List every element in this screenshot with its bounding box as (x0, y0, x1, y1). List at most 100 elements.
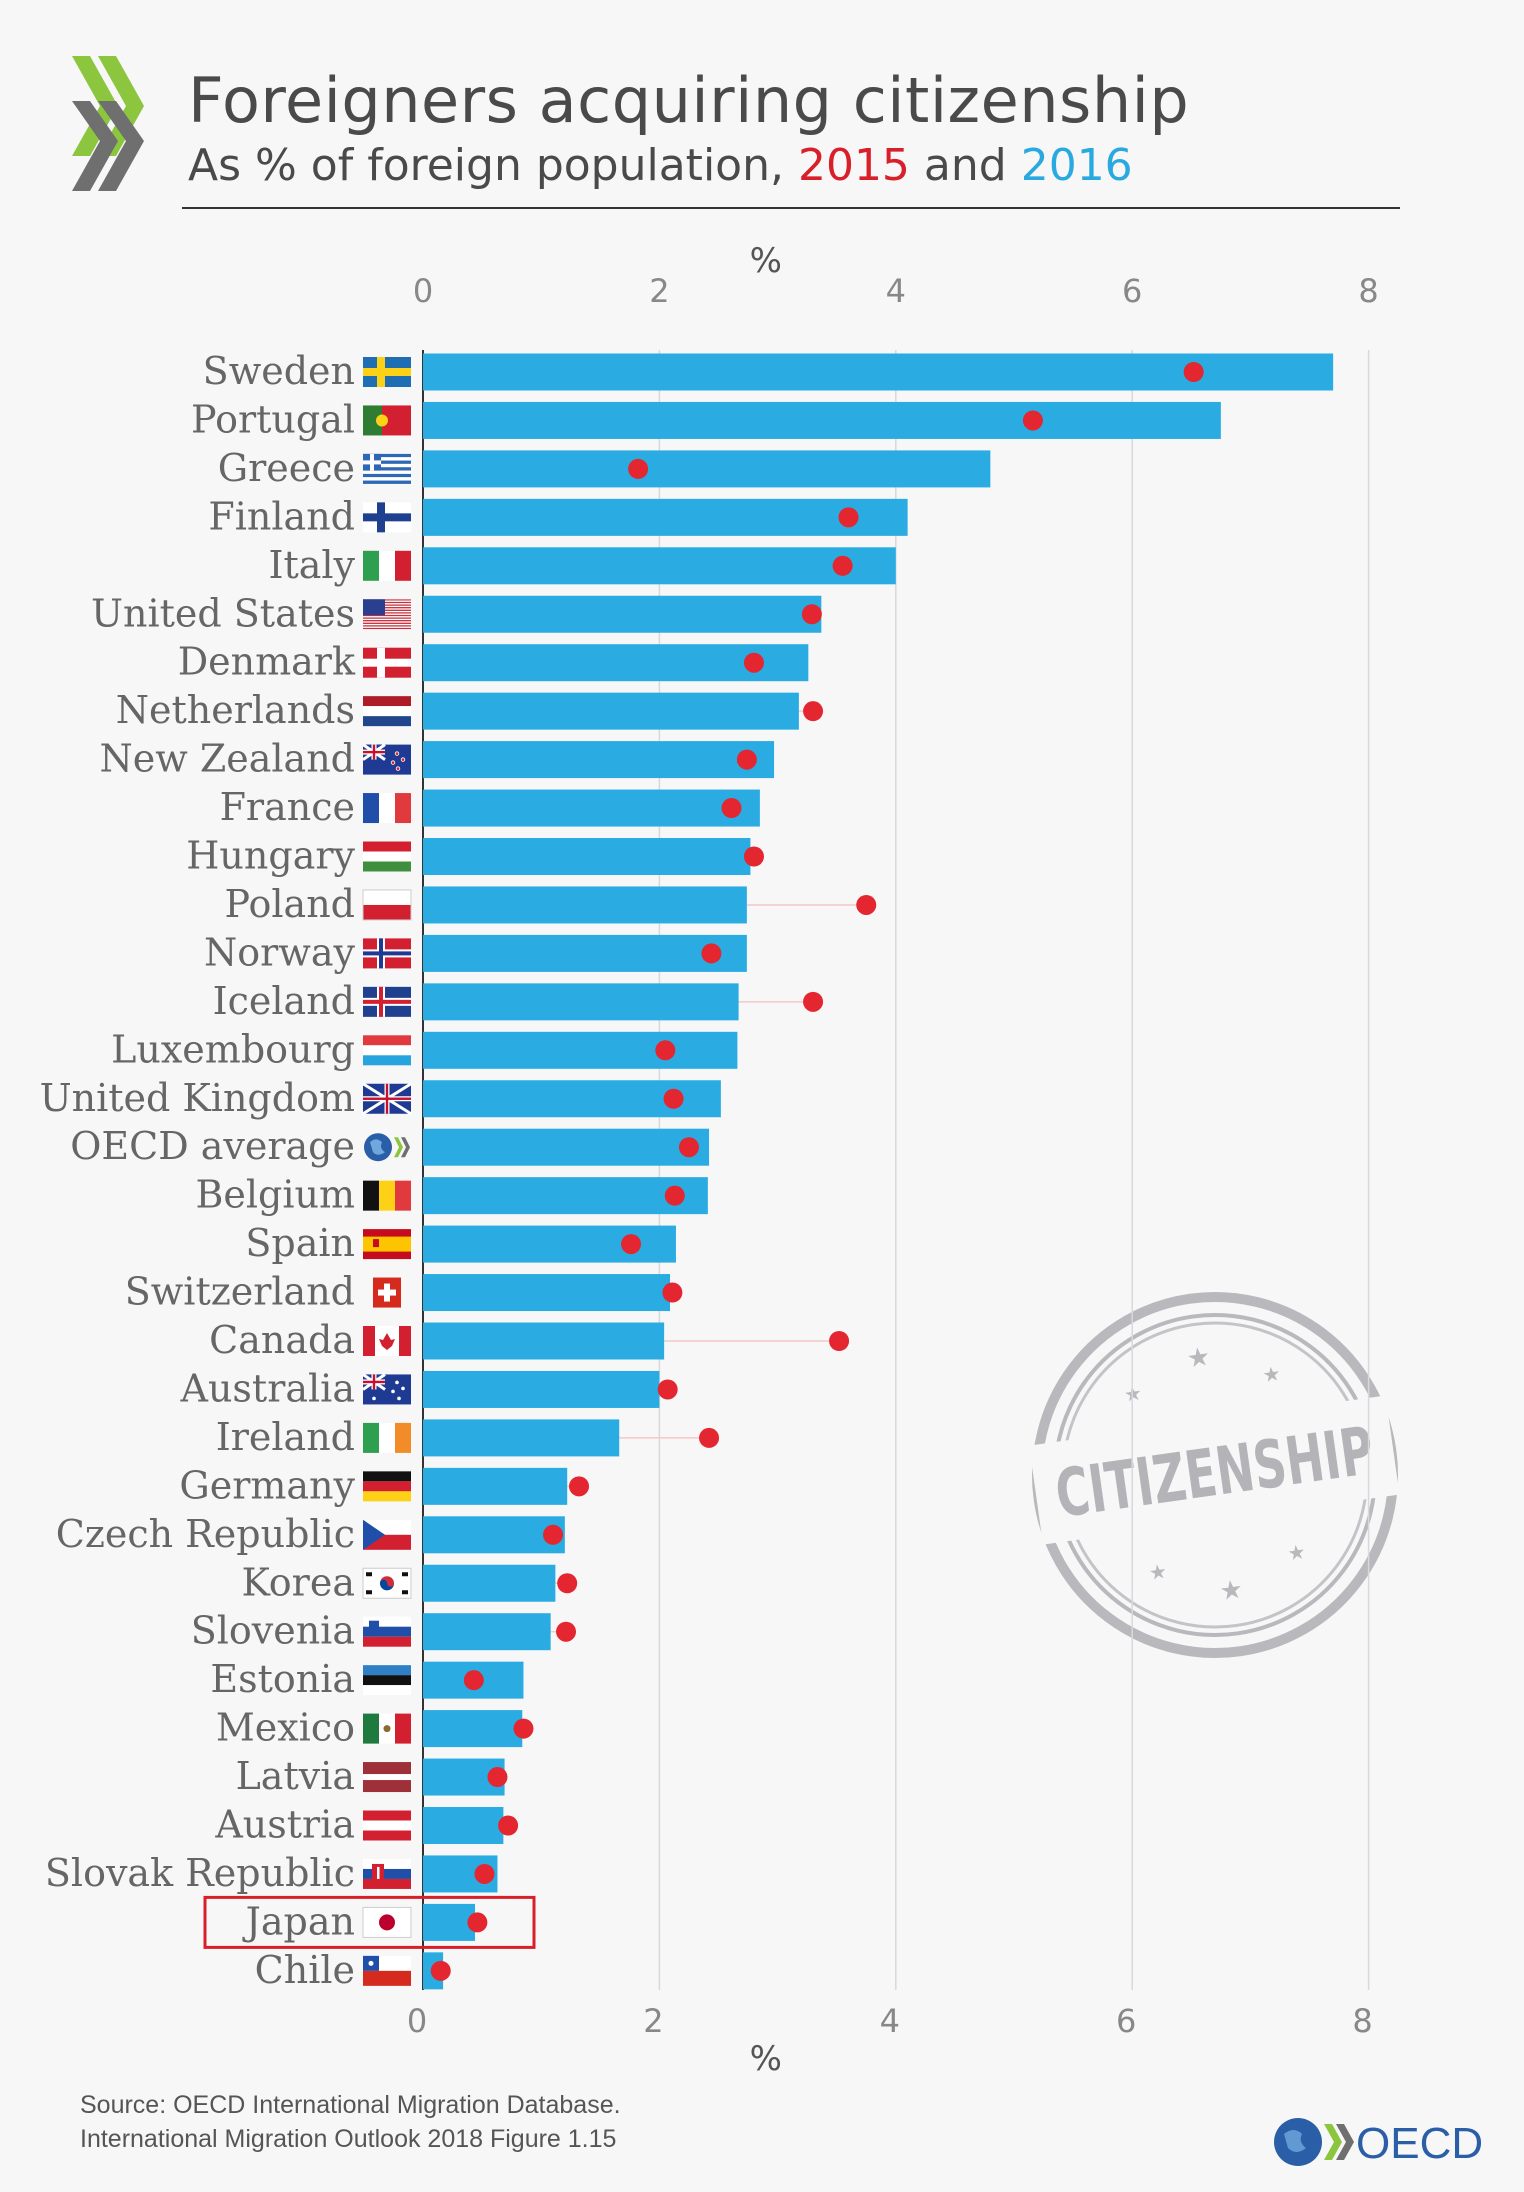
dot-2015 (856, 894, 877, 915)
stamp-star-icon: ★ (1148, 1561, 1169, 1585)
dot-2015 (621, 1234, 642, 1255)
top-tick-label: 8 (1358, 272, 1378, 310)
dot-2015 (721, 798, 742, 819)
category-label: Norway (204, 930, 355, 974)
dot-2015 (557, 1573, 578, 1594)
flag-icon-poland (362, 889, 412, 921)
category-label: Austria (214, 1803, 355, 1847)
bar-2016 (423, 1419, 620, 1457)
flag-icon-austria (363, 1810, 411, 1841)
stamp-star-icon: ★ (1185, 1341, 1212, 1374)
subtitle-and: and (909, 140, 1021, 191)
legend-2016: 2016 (1020, 140, 1133, 191)
source-note: Source: OECD International Migration Dat… (80, 2088, 621, 2156)
bar-2016 (423, 1274, 671, 1312)
flag-icon-estonia (363, 1665, 411, 1696)
stamp-star-icon: ★ (1123, 1382, 1144, 1406)
category-label: Belgium (195, 1173, 355, 1217)
legend-2015: 2015 (797, 140, 910, 191)
category-label: Portugal (191, 397, 355, 441)
category-label: Australia (180, 1366, 355, 1410)
x-axis-label-bottom: % (750, 2039, 782, 2079)
source-line-2: International Migration Outlook 2018 Fig… (80, 2125, 617, 2153)
flag-icon-spain (363, 1229, 411, 1260)
bar-2016 (423, 983, 739, 1021)
flag-icon-norway (363, 938, 411, 969)
category-label: Italy (268, 543, 355, 587)
dot-2015 (699, 1427, 720, 1448)
bar-2016 (423, 353, 1334, 391)
dot-2015 (832, 555, 853, 576)
bar-2016 (423, 401, 1221, 439)
flag-icon-latvia (363, 1762, 411, 1793)
highlight-box (203, 1895, 536, 1949)
bar-2016 (423, 1177, 708, 1215)
dot-2015 (743, 652, 764, 673)
dot-2015 (1183, 362, 1204, 382)
dot-2015 (801, 604, 822, 625)
dot-2015 (829, 1331, 850, 1351)
category-label: Estonia (210, 1657, 355, 1701)
flag-icon-chile (363, 1955, 411, 1986)
bar-2016 (423, 934, 747, 972)
dot-2015 (628, 458, 649, 479)
flag-icon-france (363, 793, 411, 824)
bar-2016 (423, 1710, 523, 1748)
x-axis-label-top: % (750, 241, 782, 281)
flag-icon-italy (363, 550, 411, 581)
top-tick-label: 2 (649, 272, 669, 310)
flag-icon-canada (363, 1326, 411, 1356)
dot-2015 (664, 1185, 685, 1206)
oecd-logo-text: OECD (1356, 2119, 1483, 2168)
bar-2016 (423, 789, 760, 827)
subtitle-prefix: As % of foreign population, (188, 140, 798, 191)
category-label: Chile (255, 1948, 355, 1992)
flag-icon-portugal (363, 405, 411, 436)
dot-2015 (430, 1960, 451, 1981)
chart-title: Foreigners acquiring citizenship (188, 64, 1190, 137)
category-label: Greece (218, 446, 355, 490)
category-label: Spain (245, 1221, 355, 1265)
category-label: Slovak Republic (45, 1851, 355, 1895)
category-label: Germany (179, 1463, 355, 1507)
bar-2016 (423, 1467, 568, 1505)
category-label: United States (91, 591, 355, 635)
flag-icon-iceland (363, 986, 411, 1017)
category-label: OECD average (70, 1124, 355, 1168)
bar-2016 (423, 838, 751, 875)
dot-2015 (803, 991, 824, 1012)
bar-2016 (423, 1322, 665, 1360)
category-label: Denmark (178, 640, 356, 684)
category-label: Luxembourg (111, 1027, 355, 1071)
dot-2015 (1022, 410, 1043, 431)
category-label: Finland (208, 494, 355, 538)
bar-2016 (423, 692, 799, 730)
flag-icon-luxembourg (363, 1035, 411, 1066)
category-label: Czech Republic (56, 1512, 355, 1556)
oecd-chevron-logo (72, 56, 144, 191)
dot-2015 (803, 701, 824, 722)
bar-2016 (423, 1613, 551, 1651)
flag-icon-finland (363, 502, 411, 533)
category-label: Switzerland (125, 1270, 355, 1314)
category-label: Netherlands (116, 688, 355, 732)
flag-icon-oecd-average (364, 1133, 410, 1162)
stamp-star-icon: ★ (1286, 1541, 1307, 1565)
dot-2015 (838, 507, 859, 528)
flag-icon-slovak-republic (363, 1858, 411, 1889)
flag-icon-switzerland (373, 1277, 401, 1308)
title-divider (182, 207, 1400, 209)
dot-2015 (498, 1815, 519, 1836)
bottom-tick-label: 2 (643, 2002, 663, 2040)
dot-2015 (662, 1282, 683, 1303)
category-label: Slovenia (191, 1609, 355, 1653)
flag-icon-denmark (363, 647, 411, 678)
flag-icon-ireland (363, 1422, 411, 1453)
top-tick-label: 0 (413, 272, 433, 310)
bar-2016 (423, 1031, 738, 1069)
flag-icon-united-kingdom (362, 1082, 412, 1116)
dot-2015 (569, 1476, 590, 1497)
bar-2016 (423, 1516, 565, 1554)
top-tick-label: 6 (1122, 272, 1142, 310)
bar-2016 (423, 595, 822, 633)
